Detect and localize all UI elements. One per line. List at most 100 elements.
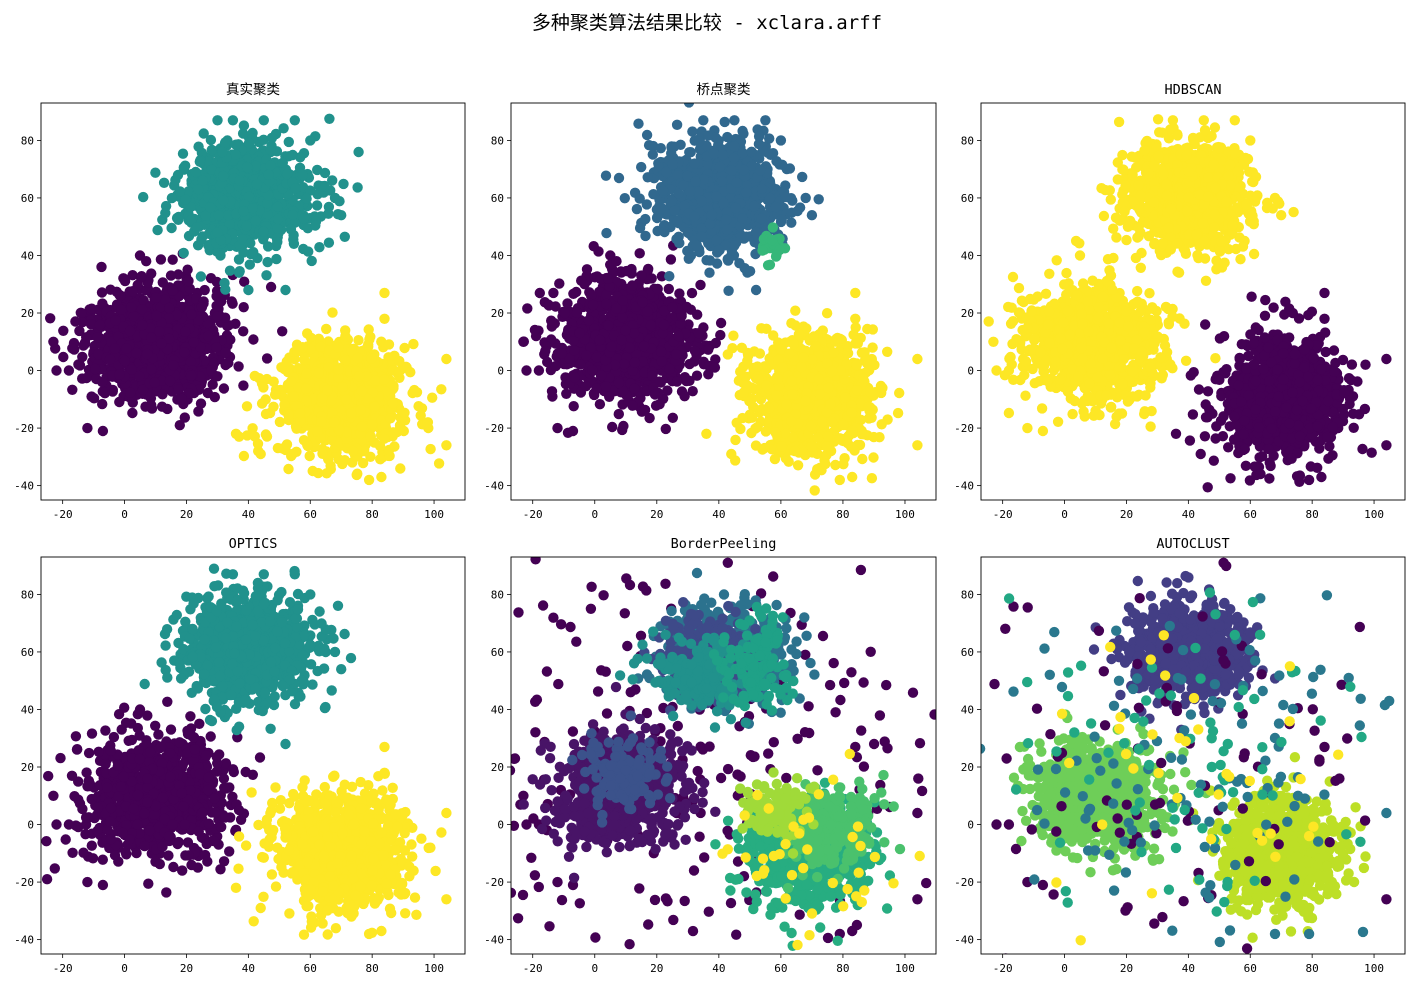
y-tick-label: -40 — [14, 480, 34, 493]
scatter-point — [127, 270, 138, 281]
scatter-point — [738, 128, 749, 139]
scatter-point — [556, 348, 567, 359]
scatter-point — [362, 393, 373, 404]
scatter-point — [618, 420, 629, 432]
scatter-point — [238, 205, 249, 217]
y-tick-label: 20 — [21, 307, 34, 320]
scatter-point — [272, 223, 283, 234]
scatter-point — [642, 172, 653, 183]
scatter-point — [262, 209, 273, 220]
scatter-point — [180, 194, 191, 205]
scatter-point — [588, 241, 599, 252]
scatter-point — [346, 346, 357, 357]
scatter-point — [236, 234, 248, 245]
scatter-point — [333, 424, 345, 436]
scatter-point — [255, 448, 266, 460]
scatter-point — [305, 135, 316, 146]
scatter-point — [163, 313, 175, 324]
scatter-point — [315, 341, 327, 352]
scatter-point — [364, 334, 375, 345]
scatter-point — [283, 136, 294, 148]
scatter-point — [86, 391, 97, 402]
scatter-point — [207, 379, 218, 390]
scatter-point — [737, 147, 748, 159]
scatter-point — [723, 285, 734, 296]
scatter-point — [637, 296, 648, 308]
scatter-point — [685, 147, 696, 158]
scatter-point — [180, 326, 191, 337]
y-tick-label: 40 — [21, 249, 34, 262]
scatter-point — [258, 226, 269, 237]
scatter-point — [314, 242, 325, 253]
scatter-point — [224, 219, 235, 230]
scatter-point — [647, 370, 658, 381]
scatter-point — [638, 341, 650, 352]
scatter-point — [322, 384, 333, 396]
scatter-point — [243, 137, 255, 149]
scatter-point — [146, 332, 157, 343]
scatter-point — [604, 391, 615, 402]
scatter-point — [287, 448, 298, 460]
scatter-point — [620, 325, 631, 336]
scatter-point — [170, 174, 181, 186]
scatter-point — [165, 270, 177, 281]
scatter-point — [77, 351, 88, 363]
scatter-point — [287, 149, 298, 161]
scatter-point — [634, 193, 645, 204]
scatter-point — [104, 354, 116, 365]
scatter-point — [617, 385, 629, 397]
scatter-point — [679, 372, 691, 383]
scatter-point — [579, 279, 590, 290]
scatter-point — [149, 377, 160, 388]
scatter-point — [304, 450, 315, 462]
scatter-point — [290, 183, 301, 194]
scatter-point — [703, 238, 714, 249]
scatter-point — [298, 213, 310, 224]
scatter-point — [327, 175, 338, 186]
scatter-point — [436, 384, 447, 395]
scatter-point — [249, 370, 260, 382]
scatter-point — [657, 327, 669, 339]
scatter-point — [280, 284, 291, 296]
scatter-point — [671, 376, 683, 387]
scatter-point — [603, 320, 614, 331]
scatter-point — [219, 138, 231, 149]
scatter-point — [196, 302, 208, 313]
scatter-point — [173, 214, 184, 225]
scatter-point — [581, 264, 593, 275]
scatter-point — [304, 185, 316, 196]
scatter-point — [206, 164, 218, 175]
scatter-point — [719, 116, 730, 128]
scatter-point — [664, 271, 675, 282]
scatter-point — [323, 362, 334, 373]
scatter-point — [575, 359, 586, 370]
scatter-point — [233, 431, 245, 442]
scatter-point — [594, 334, 605, 346]
scatter-point — [679, 391, 690, 402]
figure-suptitle: 多种聚类算法结果比较 - xclara.arff — [531, 12, 883, 34]
scatter-point — [241, 401, 253, 412]
scatter-point — [177, 148, 189, 159]
scatter-point — [583, 315, 595, 326]
scatter-point — [188, 337, 199, 348]
scatter-point — [241, 162, 253, 173]
scatter-point — [672, 170, 683, 181]
scatter-point — [81, 332, 92, 343]
y-tick-label: 80 — [21, 134, 34, 147]
scatter-point — [137, 384, 149, 395]
scatter-point — [126, 364, 137, 375]
scatter-point — [644, 412, 655, 424]
scatter-point — [399, 415, 411, 426]
scatter-point — [300, 356, 311, 367]
scatter-point — [238, 380, 249, 391]
series-1 — [45, 248, 288, 437]
scatter-point — [631, 203, 643, 215]
scatter-point — [152, 224, 163, 236]
scatter-point — [96, 261, 107, 273]
scatter-point — [183, 186, 194, 197]
scatter-point — [356, 385, 368, 397]
scatter-point — [365, 431, 376, 442]
series-1 — [518, 240, 727, 438]
scatter-point — [327, 307, 338, 318]
scatter-point — [738, 164, 749, 176]
